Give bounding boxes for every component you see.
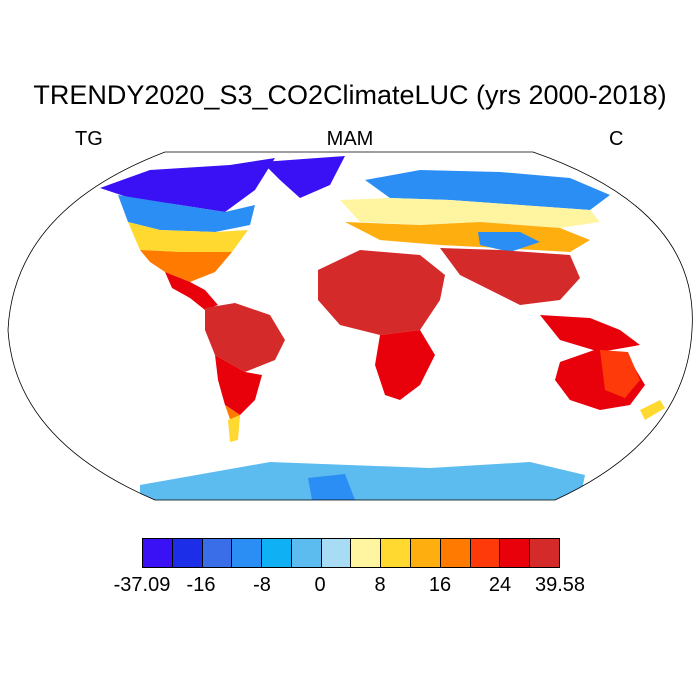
north-america-central: [128, 222, 248, 252]
north-america-mid: [118, 195, 255, 232]
colorbar-box: [411, 539, 441, 567]
colorbar-box: [381, 539, 412, 567]
south-america-tip: [228, 415, 240, 442]
new-zealand: [640, 400, 665, 420]
north-america-north: [100, 158, 275, 212]
greenland: [262, 156, 345, 198]
colorbar-tick-label: -8: [253, 574, 271, 596]
colorbar-box: [143, 539, 173, 567]
colorbar-tick-label: -37.09: [113, 574, 171, 596]
colorbar-box: [530, 539, 559, 567]
colorbar-tick-label: 8: [374, 574, 386, 596]
colorbar-box: [202, 539, 233, 567]
north-america-south: [140, 250, 232, 282]
australia-east: [600, 350, 640, 398]
colorbar-box: [440, 539, 471, 567]
colorbar-box: [321, 539, 352, 567]
colorbar-box: [351, 539, 382, 567]
indonesia: [540, 315, 640, 352]
antarctica: [140, 462, 585, 500]
antarctica-patch: [308, 474, 355, 500]
colorbar-tick-label: 24: [488, 574, 512, 596]
colorbar-box: [291, 539, 322, 567]
units-label: C: [609, 128, 624, 150]
season-label: MAM: [326, 128, 374, 150]
eurasia-mid: [340, 198, 600, 228]
colorbar: [142, 538, 560, 568]
colorbar-box: [262, 539, 292, 567]
africa-north: [318, 250, 445, 335]
colorbar-tick-label: 0: [314, 574, 326, 596]
colorbar-box: [500, 539, 531, 567]
colorbar-box: [172, 539, 203, 567]
colorbar-box: [232, 539, 263, 567]
eurasia-north: [365, 170, 610, 210]
asia-south: [440, 248, 580, 305]
colorbar-box: [470, 539, 501, 567]
map-boundary: [7, 151, 693, 501]
central-asia: [478, 232, 540, 252]
central-america: [165, 272, 218, 310]
colorbar-tick-label: -16: [186, 574, 216, 596]
south-america-mid: [215, 355, 262, 415]
map-title: TRENDY2020_S3_CO2ClimateLUC (yrs 2000-20…: [33, 80, 667, 110]
south-america-north: [205, 303, 285, 372]
left-label: TG: [75, 128, 103, 150]
colorbar-tick-label: 16: [428, 574, 452, 596]
africa-south: [375, 330, 435, 400]
colorbar-tick-label: 39.58: [534, 574, 586, 596]
